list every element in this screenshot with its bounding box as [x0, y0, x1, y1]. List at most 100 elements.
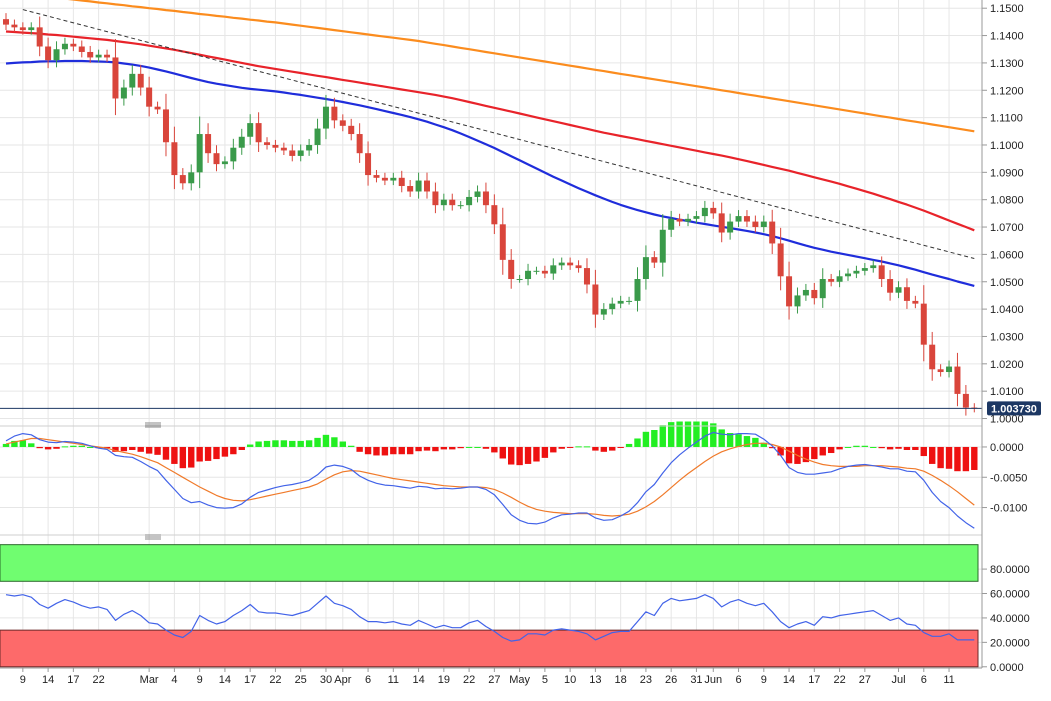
histogram-bar-positive — [735, 434, 742, 447]
bearish-candle — [78, 46, 85, 52]
histogram-bar-negative — [617, 446, 624, 448]
bullish-candle — [794, 295, 801, 307]
histogram-bar-positive — [272, 440, 279, 447]
histogram-bar-positive — [718, 429, 725, 447]
bearish-candle — [137, 73, 144, 88]
histogram-bar-negative — [112, 446, 119, 452]
bearish-candle — [676, 218, 683, 222]
x-tick-label: 14 — [42, 674, 54, 686]
bearish-candle — [11, 24, 18, 28]
bullish-candle — [129, 73, 136, 88]
x-tick-label: 19 — [438, 674, 450, 686]
bearish-candle — [424, 180, 430, 192]
bearish-candle — [482, 191, 489, 206]
bullish-candle — [946, 366, 953, 373]
rsi-tick-label: 20.0000 — [990, 637, 1030, 649]
bullish-candle — [634, 279, 641, 301]
histogram-bar-positive — [651, 430, 658, 447]
histogram-bar-positive — [743, 436, 751, 447]
histogram-bar-negative — [364, 446, 372, 455]
bearish-candle — [752, 221, 759, 228]
x-tick-label: 22 — [833, 674, 845, 686]
bullish-candle — [659, 229, 666, 263]
bearish-candle — [348, 125, 355, 135]
bearish-candle — [356, 134, 363, 154]
price-tick-label: 1.0600 — [990, 249, 1024, 261]
histogram-bar-positive — [255, 441, 262, 447]
bearish-candle — [567, 262, 574, 266]
resize-handle-1[interactable] — [145, 422, 161, 428]
histogram-bar-negative — [238, 446, 245, 450]
bearish-candle — [162, 109, 169, 143]
bearish-candle — [449, 199, 456, 206]
x-tick-label: 13 — [589, 674, 601, 686]
histogram-bar-positive — [844, 446, 852, 448]
macd-tick-label: -0.0050 — [990, 472, 1027, 484]
trendline — [22, 9, 975, 259]
x-tick-label: 18 — [615, 674, 627, 686]
last-price-label: 1.003730 — [991, 403, 1037, 415]
price-tick-label: 1.0800 — [990, 195, 1024, 207]
bearish-candle — [70, 43, 77, 47]
bearish-candle — [104, 54, 111, 58]
x-tick-label: 14 — [219, 674, 231, 686]
bearish-candle — [583, 268, 590, 285]
histogram-bar-negative — [903, 446, 911, 450]
histogram-bar-negative — [398, 446, 405, 455]
bearish-candle — [154, 106, 161, 110]
bullish-candle — [727, 221, 734, 233]
bearish-candle — [280, 147, 287, 151]
x-tick-label: 10 — [564, 674, 576, 686]
histogram-bar-negative — [769, 446, 776, 449]
bearish-candle — [19, 27, 26, 31]
bullish-candle — [53, 49, 60, 61]
bearish-candle — [213, 153, 220, 165]
x-tick-label: 9 — [20, 674, 26, 686]
price-tick-label: 1.1200 — [990, 85, 1024, 97]
resize-handle-2[interactable] — [145, 534, 161, 540]
bearish-candle — [786, 276, 793, 307]
histogram-bar-negative — [945, 446, 953, 469]
histogram-bar-negative — [592, 446, 599, 451]
bullish-candle — [895, 287, 902, 293]
macd-lines — [5, 431, 975, 529]
histogram-bar-positive — [853, 445, 860, 447]
price-tick-label: 1.1500 — [990, 3, 1024, 15]
histogram-bar-negative — [213, 446, 220, 460]
histogram-bar-positive — [726, 433, 734, 447]
histogram-bar-positive — [575, 446, 582, 448]
bullish-candle — [870, 265, 877, 269]
bullish-candle — [457, 205, 464, 207]
histogram-bar-negative — [120, 446, 128, 452]
sma200-line — [67, 0, 975, 133]
bearish-candle — [407, 186, 414, 192]
bullish-candle — [196, 134, 203, 173]
bearish-candle — [491, 205, 498, 225]
x-tick-label: 23 — [640, 674, 652, 686]
rsi-zones — [0, 544, 979, 668]
bearish-candle — [289, 150, 296, 156]
bearish-candle — [112, 57, 119, 99]
x-tick-label: 22 — [269, 674, 281, 686]
bearish-candle — [962, 393, 969, 408]
x-tick-label: 22 — [463, 674, 475, 686]
histogram-bar-negative — [541, 446, 549, 458]
bearish-candle — [777, 243, 784, 277]
histogram-bar-negative — [373, 446, 380, 456]
last-price-tag: 1.003730 — [987, 401, 1041, 416]
histogram-bar-negative — [912, 446, 919, 450]
histogram-bar-positive — [19, 440, 27, 447]
rsi-line — [5, 594, 975, 642]
price-tick-label: 1.1000 — [990, 140, 1024, 152]
bearish-candle — [929, 344, 936, 370]
histogram-bar-positive — [2, 443, 10, 447]
bullish-candle — [617, 300, 624, 304]
bearish-candle — [255, 123, 262, 143]
histogram-bar-positive — [474, 446, 481, 448]
x-tick-label: 25 — [295, 674, 307, 686]
histogram-bar-negative — [145, 446, 153, 454]
x-tick-label: Jul — [891, 674, 905, 686]
histogram-bar-negative — [137, 446, 144, 452]
bearish-candle — [205, 134, 212, 154]
bearish-candle — [3, 19, 9, 25]
